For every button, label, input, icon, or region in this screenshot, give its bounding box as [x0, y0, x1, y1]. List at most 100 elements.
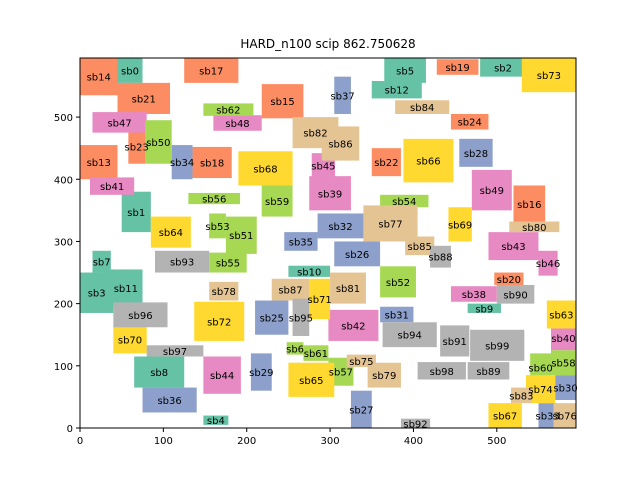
rect-label-sb77: sb77	[378, 219, 402, 230]
rect-label-sb3: sb3	[88, 289, 106, 300]
rect-label-sb75: sb75	[349, 357, 373, 368]
rect-sb8	[134, 356, 185, 388]
rect-label-sb28: sb28	[464, 149, 488, 160]
rect-sb43	[488, 232, 539, 261]
rect-sb27	[350, 390, 372, 428]
rect-sb93	[155, 250, 210, 273]
rect-label-sb96: sb96	[128, 311, 152, 322]
rect-sb64	[150, 216, 191, 248]
rect-label-sb66: sb66	[416, 157, 440, 168]
x-tick-label: 300	[321, 436, 340, 447]
rect-sb91	[440, 325, 470, 357]
rect-label-sb27: sb27	[349, 405, 373, 416]
x-axis: 0 100 200 300 400 500	[77, 428, 506, 447]
rect-label-sb47: sb47	[107, 118, 131, 129]
rect-label-sb63: sb63	[549, 311, 573, 322]
rect-label-sb93: sb93	[170, 258, 194, 269]
rect-sb14	[80, 58, 118, 96]
rect-label-sb91: sb91	[443, 337, 467, 348]
rect-label-sb56: sb56	[202, 195, 226, 206]
rect-sb68	[238, 151, 293, 186]
rect-label-sb58: sb58	[551, 359, 575, 370]
rect-sb29	[250, 353, 272, 391]
rect-sb38	[450, 286, 497, 302]
rect-sb96	[113, 302, 168, 328]
rect-label-sb87: sb87	[278, 286, 302, 297]
rect-label-sb57: sb57	[329, 368, 353, 379]
rect-sb65	[288, 362, 335, 397]
rect-sb34	[171, 145, 193, 180]
rect-sb69	[448, 207, 472, 242]
rect-label-sb0: sb0	[121, 66, 139, 77]
rect-label-sb43: sb43	[501, 242, 525, 253]
rect-label-sb55: sb55	[216, 259, 240, 270]
rect-label-sb2: sb2	[494, 63, 512, 74]
rect-label-sb78: sb78	[212, 287, 236, 298]
rect-sb63	[546, 300, 576, 329]
rect-sb58	[550, 350, 576, 376]
rect-sb32	[317, 213, 364, 239]
rect-sb35	[284, 232, 318, 251]
rect-label-sb69: sb69	[448, 220, 472, 231]
rect-label-sb10: sb10	[297, 267, 321, 278]
rect-sb77	[363, 205, 418, 242]
rect-sb70	[113, 325, 147, 354]
y-tick-label: 100	[54, 362, 73, 373]
rect-label-sb11: sb11	[114, 284, 138, 295]
y-tick-label: 500	[54, 113, 73, 124]
rect-label-sb16: sb16	[517, 200, 541, 211]
rect-sb60	[530, 353, 551, 382]
y-axis: 0 100 200 300 400 500	[54, 113, 80, 435]
rect-sb50	[145, 120, 172, 164]
rect-sb67	[488, 403, 522, 428]
rect-sb62	[203, 103, 254, 116]
rect-sb80	[509, 221, 560, 233]
rect-label-sb52: sb52	[386, 278, 410, 289]
rect-label-sb44: sb44	[210, 371, 234, 382]
rect-sb48	[213, 115, 262, 131]
rect-sb42	[328, 309, 379, 341]
rect-sb11	[109, 269, 143, 307]
rect-label-sb21: sb21	[132, 94, 156, 105]
rect-sb15	[261, 84, 304, 119]
rect-label-sb54: sb54	[392, 197, 416, 208]
rect-sb4	[203, 415, 229, 425]
rect-sb6	[286, 342, 304, 355]
rect-sb53	[209, 213, 226, 239]
rect-sb23	[128, 129, 146, 164]
rect-label-sb39: sb39	[318, 189, 342, 200]
rect-label-sb62: sb62	[216, 106, 240, 117]
rect-sb92	[400, 418, 431, 428]
rect-sb51	[225, 216, 257, 254]
rect-label-sb24: sb24	[458, 118, 482, 129]
rect-label-sb41: sb41	[100, 182, 124, 193]
rect-label-sb95: sb95	[289, 313, 313, 324]
rect-sb88	[430, 245, 451, 268]
rect-sb0	[117, 58, 143, 83]
rect-sb24	[450, 113, 489, 130]
rect-label-sb42: sb42	[341, 321, 365, 332]
rect-label-sb9: sb9	[475, 304, 493, 315]
rect-sb78	[209, 281, 239, 301]
rect-label-sb20: sb20	[497, 275, 521, 286]
x-tick-label: 500	[487, 436, 506, 447]
rect-sb86	[321, 126, 360, 161]
rect-sb12	[371, 81, 422, 99]
rect-sb72	[194, 301, 245, 341]
rect-label-sb80: sb80	[522, 223, 546, 234]
x-tick-label: 100	[154, 436, 173, 447]
rect-label-sb8: sb8	[150, 368, 168, 379]
rect-sb5	[384, 58, 426, 83]
rect-label-sb14: sb14	[87, 73, 111, 84]
rect-sb17	[184, 58, 239, 83]
rect-sb2	[480, 58, 526, 77]
rect-sb85	[405, 236, 435, 256]
rect-label-sb12: sb12	[385, 86, 409, 97]
rect-sb47	[92, 112, 147, 133]
rect-sb87	[271, 278, 310, 301]
rect-sb99	[470, 329, 525, 361]
rect-sb40	[550, 325, 576, 351]
y-tick-label: 200	[54, 300, 73, 311]
rect-label-sb37: sb37	[330, 91, 354, 102]
rect-label-sb33: sb33	[536, 412, 560, 423]
